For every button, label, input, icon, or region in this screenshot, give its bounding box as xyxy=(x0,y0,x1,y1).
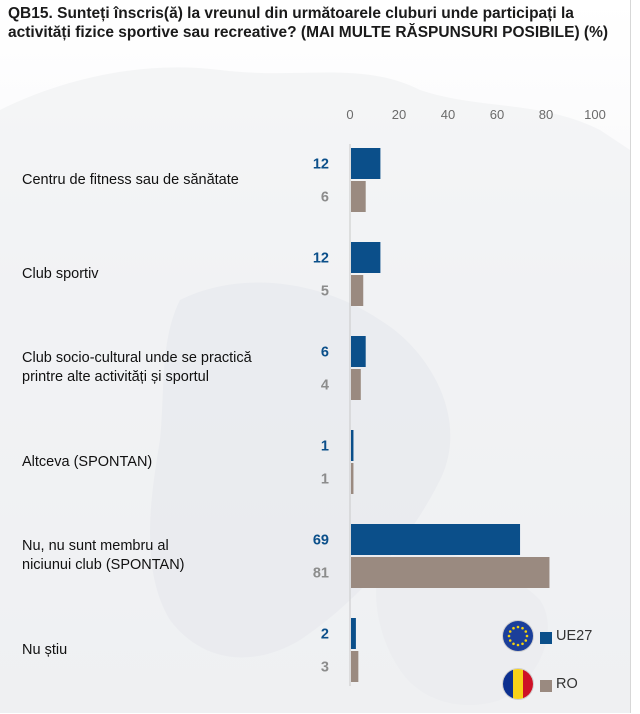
x-tick-label: 0 xyxy=(346,107,353,122)
x-tick-label: 40 xyxy=(441,107,455,122)
legend: UE27 RO xyxy=(500,618,630,714)
category-label-line: Nu, nu sunt membru al xyxy=(22,538,169,554)
x-axis-ticks: 0 20 40 60 80 100 xyxy=(346,107,605,122)
category-label: Nu, nu sunt membru al niciunui club (SPON… xyxy=(22,537,312,575)
value-label-ue27: 6 xyxy=(321,345,329,361)
legend-swatch-ue27 xyxy=(540,632,552,644)
category-label: Altceva (SPONTAN) xyxy=(22,453,312,472)
category-label-line: niciunui club (SPONTAN) xyxy=(22,557,185,573)
legend-label-ue27: UE27 xyxy=(556,628,593,644)
bar-ue27 xyxy=(351,618,356,649)
x-tick-label: 60 xyxy=(490,107,504,122)
category-label: Club sportiv xyxy=(22,265,312,284)
value-label-ue27: 1 xyxy=(321,439,329,455)
category-label-line: printre alte activități și sportul xyxy=(22,369,209,385)
value-label-ue27: 12 xyxy=(313,251,329,267)
category-label-line: Nu știu xyxy=(22,641,68,658)
value-label-ue27: 69 xyxy=(313,533,329,549)
category-label-line: Club socio-cultural unde se practică xyxy=(22,350,252,366)
bar-ro xyxy=(351,275,364,306)
value-label-ro: 6 xyxy=(321,190,329,206)
category-label: Club socio-cultural unde se practică prin… xyxy=(22,349,312,387)
value-label-ro: 81 xyxy=(313,566,329,582)
romania-flag-icon xyxy=(502,668,534,700)
value-label-ro: 5 xyxy=(321,284,329,300)
x-tick-label: 80 xyxy=(539,107,553,122)
legend-swatch-ro xyxy=(540,680,552,692)
legend-label-ro: RO xyxy=(556,676,578,692)
eu-flag-icon xyxy=(502,620,534,652)
bar-ue27 xyxy=(351,148,381,179)
category-label-line: Altceva (SPONTAN) xyxy=(22,453,153,470)
value-label-ro: 3 xyxy=(321,660,329,676)
value-label-ue27: 12 xyxy=(313,157,329,173)
bar-ue27 xyxy=(351,524,521,555)
bar-ue27 xyxy=(351,242,381,273)
bar-ro xyxy=(351,463,354,494)
category-label-line: Centru de fitness sau de sănătate xyxy=(22,171,239,188)
bar-ue27 xyxy=(351,430,354,461)
x-tick-label: 100 xyxy=(584,107,606,122)
bar-ro xyxy=(351,181,366,212)
value-label-ro: 4 xyxy=(321,378,329,394)
x-tick-label: 20 xyxy=(392,107,406,122)
category-label: Centru de fitness sau de sănătate xyxy=(22,171,312,190)
bar-ro xyxy=(351,369,361,400)
bar-ro xyxy=(351,651,359,682)
value-label-ue27: 2 xyxy=(321,627,329,643)
value-labels: 12 6 12 5 6 4 1 1 69 81 2 3 xyxy=(313,157,329,676)
category-label-line: Club sportiv xyxy=(22,265,99,282)
category-label: Nu știu xyxy=(22,641,312,660)
value-label-ro: 1 xyxy=(321,472,329,488)
legend-item-ro: RO xyxy=(500,666,630,714)
legend-item-ue27: UE27 xyxy=(500,618,630,666)
chart-title: QB15. Sunteți înscris(ă) la vreunul din … xyxy=(8,5,609,41)
bar-ro xyxy=(351,557,550,588)
bar-ue27 xyxy=(351,336,366,367)
bars xyxy=(351,148,550,682)
